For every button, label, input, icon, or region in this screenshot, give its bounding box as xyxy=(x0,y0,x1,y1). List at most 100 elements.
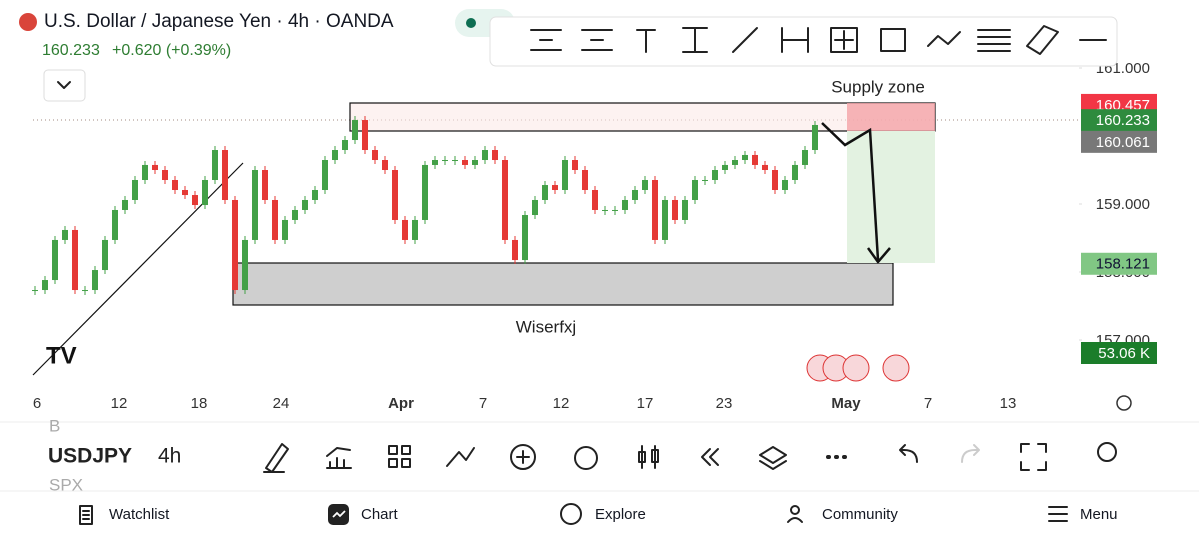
candle xyxy=(642,179,648,190)
compare-button[interactable] xyxy=(446,447,475,467)
event-icons[interactable] xyxy=(806,354,910,382)
candle xyxy=(372,150,378,161)
candle xyxy=(552,185,558,190)
collapse-button[interactable] xyxy=(43,69,86,102)
watermark: Wiserfxj xyxy=(516,317,576,336)
flag-icon xyxy=(19,13,37,31)
indicators-button[interactable] xyxy=(326,447,352,469)
replay-button[interactable] xyxy=(701,448,719,466)
layers-button[interactable] xyxy=(759,446,787,470)
time-tick-label: 12 xyxy=(111,395,128,412)
layout-button[interactable] xyxy=(388,445,411,468)
candle xyxy=(452,160,458,162)
low-price-tag: 160.061 xyxy=(1096,134,1150,151)
candle xyxy=(472,160,478,165)
last-price-tag: 160.233 xyxy=(1096,112,1150,129)
target-price-tag-bg xyxy=(1081,252,1157,275)
line-tool[interactable] xyxy=(732,27,758,53)
candle xyxy=(502,160,508,240)
text-tool[interactable] xyxy=(636,29,656,53)
last-price: 160.233 xyxy=(42,42,100,59)
nav-item[interactable]: Watchlist xyxy=(109,506,170,523)
community-icon xyxy=(790,505,800,515)
interval[interactable]: 4h xyxy=(158,445,181,468)
candle xyxy=(272,199,278,240)
candle xyxy=(312,189,318,200)
candle xyxy=(142,164,148,180)
long-tool[interactable] xyxy=(530,29,562,51)
candle xyxy=(102,239,108,271)
nav-item[interactable]: Explore xyxy=(595,506,646,523)
fullscreen-button[interactable] xyxy=(1020,443,1047,471)
candle xyxy=(692,179,698,200)
alert-button[interactable] xyxy=(574,446,598,470)
candle xyxy=(712,170,718,180)
candle xyxy=(782,179,788,190)
time-tick-label: 12 xyxy=(553,395,570,412)
candle xyxy=(262,170,268,200)
candle xyxy=(112,209,118,240)
candle xyxy=(512,239,518,261)
candle xyxy=(52,239,58,281)
price-tags: 160.457160.23301:00:05160.061158.12153.0… xyxy=(1081,93,1157,364)
bars-button[interactable] xyxy=(638,445,659,469)
candle xyxy=(662,199,668,240)
fib-tool[interactable] xyxy=(977,29,1011,52)
projection-arrow xyxy=(821,122,880,261)
target-price-tag: 158.121 xyxy=(1096,256,1150,273)
add-button[interactable] xyxy=(510,444,536,470)
candle xyxy=(802,150,808,165)
range-tool[interactable] xyxy=(682,27,708,53)
stop-zone xyxy=(847,103,935,131)
status-dot xyxy=(466,18,476,28)
path-tool[interactable] xyxy=(927,31,961,47)
candle xyxy=(622,199,628,210)
short-tool[interactable] xyxy=(581,29,613,51)
settings-icon[interactable] xyxy=(1116,395,1132,411)
candle xyxy=(672,199,678,220)
nav-item[interactable]: Chart xyxy=(361,506,399,523)
candles xyxy=(32,116,818,296)
redo-button[interactable] xyxy=(961,444,980,463)
nav-item[interactable]: Community xyxy=(822,506,898,523)
event-icon[interactable] xyxy=(882,354,910,382)
symbol[interactable]: USDJPY xyxy=(48,445,132,468)
undo-button[interactable] xyxy=(899,444,918,463)
tv-logo: TV xyxy=(46,342,77,369)
target-zone xyxy=(847,131,935,263)
rect-tool[interactable] xyxy=(880,28,906,52)
candle xyxy=(762,164,768,170)
candle xyxy=(722,164,728,170)
symbol-title: U.S. Dollar / Japanese Yen · 4h · OANDA xyxy=(44,11,394,32)
draw-button[interactable] xyxy=(263,443,289,473)
volume-tag: 53.06 K xyxy=(1098,345,1150,362)
shape-tool[interactable] xyxy=(1026,25,1059,55)
nav-item[interactable]: Menu xyxy=(1080,506,1118,523)
move-tool[interactable] xyxy=(830,27,858,53)
candle xyxy=(222,150,228,200)
measure-tool[interactable] xyxy=(781,27,809,53)
candle xyxy=(562,160,568,190)
price-tick-label: 159.000 xyxy=(1096,196,1150,213)
candle xyxy=(322,160,328,190)
candle xyxy=(132,179,138,200)
volume-tag-bg xyxy=(1081,342,1157,364)
price-change: +0.620 (+0.39%) xyxy=(112,42,231,59)
explore-icon xyxy=(560,503,582,525)
candle xyxy=(362,120,368,151)
event-icon[interactable] xyxy=(842,354,870,382)
chart-tools xyxy=(263,442,1117,473)
candle xyxy=(812,124,818,151)
watchlist-icon xyxy=(79,505,93,525)
candle xyxy=(572,160,578,170)
candle xyxy=(332,150,338,161)
ideas-button[interactable] xyxy=(1097,442,1117,462)
candle xyxy=(342,140,348,151)
candle xyxy=(422,164,428,220)
candle xyxy=(82,290,88,292)
candle xyxy=(542,185,548,200)
candle xyxy=(492,150,498,161)
candle xyxy=(742,154,748,161)
candle xyxy=(772,170,778,190)
